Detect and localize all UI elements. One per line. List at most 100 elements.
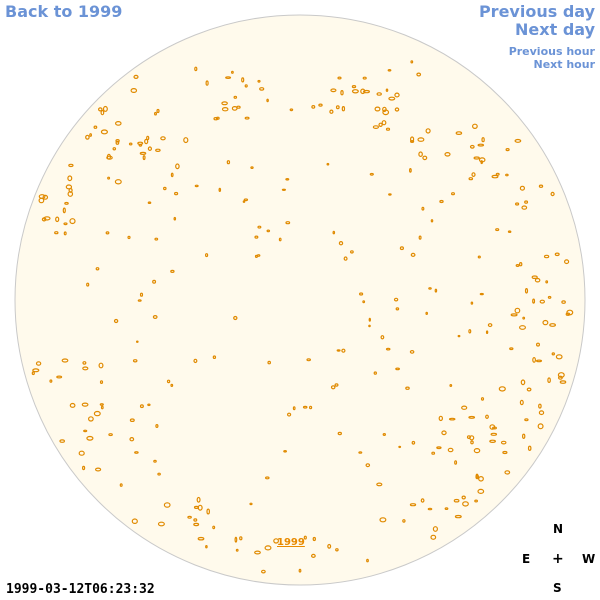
contour-speck [515,264,520,268]
contour-mark [206,508,211,515]
contour-mark [436,446,442,450]
contour-speck [99,380,104,385]
contour-speck [154,237,159,241]
contour-mark [194,66,198,72]
contour-speck [350,250,354,254]
contour-speck [535,342,540,347]
contour-speck [428,287,432,290]
contour-mark [146,135,150,141]
contour-mark [81,465,86,471]
contour-speck [215,116,220,120]
contour-speck [285,178,290,181]
contour-mark [241,77,245,83]
contour-mark [441,430,447,436]
contour-mark [327,543,332,549]
contour-mark [99,403,104,406]
contour-mark [461,495,466,500]
contour-speck [385,127,391,131]
contour-mark [131,518,138,525]
contour-mark [49,379,53,383]
contour-mark [69,402,76,408]
contour-mark [157,521,165,527]
contour-mark [363,89,371,94]
contour-mark [549,323,556,327]
contour-mark [147,146,152,152]
compass-north-label: N [553,522,564,536]
previous-day-link[interactable]: Previous day [478,2,595,21]
contour-mark [498,386,506,392]
next-day-link[interactable]: Next day [515,20,595,39]
contour-mark [519,185,526,191]
contour-mark [382,109,390,116]
contour-mark [454,514,462,519]
contour-mark [531,275,538,280]
contour-mark [86,435,94,441]
contour-speck [257,225,262,229]
contour-mark [93,410,101,417]
contour-speck [249,502,253,506]
contour-mark [376,482,383,487]
contour-speck [336,349,341,352]
contour-speck [380,335,385,340]
contour-mark [539,299,546,304]
contour-mark [69,218,76,225]
contour-mark [155,424,159,429]
contour-mark [522,433,526,439]
contour-mark [81,402,89,407]
contour-mark [85,134,90,140]
contour-speck [137,299,142,302]
contour-speck [365,463,371,468]
year-link[interactable]: 1999 [277,537,305,548]
previous-hour-link[interactable]: Previous hour [508,45,595,58]
contour-mark [489,424,496,430]
contour-mark [330,88,337,93]
contour-mark [520,379,526,386]
contour-speck [218,187,222,192]
contour-speck [267,360,272,365]
contour-speck [337,431,342,436]
contour-mark [160,136,166,141]
contour-mark [455,131,463,136]
contour-speck [261,569,266,574]
contour-mark [68,163,74,168]
contour-speck [470,301,474,305]
contour-mark [108,433,113,437]
contour-mark [532,298,536,304]
contour-mark [134,451,139,454]
next-hour-link[interactable]: Next hour [533,58,596,71]
contour-mark [115,139,120,143]
contour-speck [239,536,243,541]
contour-mark [115,120,122,126]
contour-mark [154,111,158,116]
contour-speck [63,231,67,236]
contour-speck [477,255,481,259]
contour-mark [67,175,73,182]
contour-speck [250,166,254,170]
contour-mark [98,362,104,369]
compass-south-label: S [553,581,562,595]
contour-mark [183,137,189,144]
contour-mark [41,217,47,222]
contour-speck [233,315,238,321]
contour-speck [303,535,307,540]
contour-speck [119,483,123,487]
contour-speck [309,405,313,410]
contour-speck [256,254,261,257]
contour-speck [302,405,308,409]
contour-mark [526,387,532,392]
contour-mark [170,172,174,178]
contour-speck [402,519,406,523]
contour-mark [254,550,261,555]
contour-speck [343,256,348,261]
back-to-year-link[interactable]: Back to 1999 [5,2,123,21]
contour-mark [491,174,499,179]
contour-mark [93,125,98,129]
contour-speck [495,228,500,232]
contour-speck [385,88,389,92]
contour-speck [287,412,292,417]
contour-speck [430,219,434,223]
contour-mark [197,536,205,541]
contour-mark [212,525,216,530]
contour-mark [174,191,179,196]
